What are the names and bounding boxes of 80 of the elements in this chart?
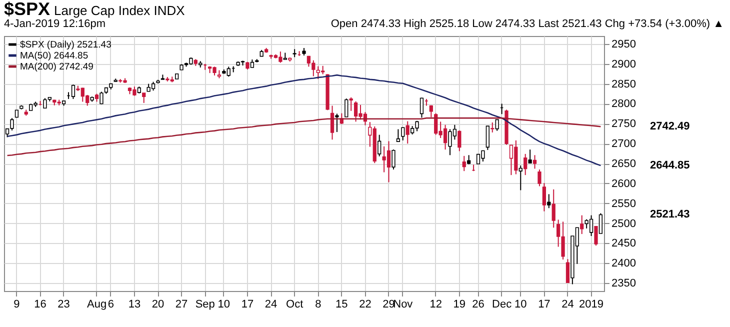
x-tick-label: 19: [453, 298, 466, 310]
candlestick: [594, 226, 598, 246]
candlestick: [344, 98, 348, 118]
text: 2742.49: [650, 120, 690, 133]
y-tick-label: 2700: [612, 138, 636, 150]
x-tick-label: 24: [562, 298, 574, 310]
candlestick: [518, 164, 522, 191]
legend-label: $SPX (Daily) 2521.43: [20, 40, 112, 50]
chart-subtitle: Large Cap Index INDX: [54, 3, 185, 18]
x-tick-label: 24: [264, 298, 278, 310]
x-tick-label: 15: [336, 298, 348, 310]
x-tick-label: 29: [382, 298, 395, 310]
candlestick: [335, 113, 339, 133]
x-tick-label: 12: [430, 298, 442, 310]
x-tick-label: 23: [58, 298, 70, 310]
candlestick: [532, 154, 537, 170]
x-tick-label: 9: [14, 298, 20, 310]
text: 2644.85: [650, 160, 690, 172]
candlestick: [462, 155, 466, 172]
x-tick-label: 26: [472, 298, 484, 310]
x-tick-label: 17: [241, 298, 254, 310]
candlestick: [547, 194, 551, 209]
x-tick-label: Sep: [195, 298, 215, 310]
candlestick: [401, 126, 405, 141]
y-tick-label: 2400: [612, 258, 636, 270]
x-tick-label: 22: [359, 298, 372, 310]
candlestick: [330, 105, 334, 140]
x-tick-label: 2019: [579, 298, 604, 310]
line-series: [6, 74, 602, 166]
y-tick-label: 2600: [612, 178, 636, 190]
candlestick: [406, 120, 410, 144]
y-tick-label: 2550: [612, 198, 636, 210]
x-tick-label: Dec: [492, 298, 512, 310]
candlestick: [509, 144, 514, 176]
candlestick: [542, 182, 546, 212]
candlestick: [524, 153, 528, 176]
y-tick-label: 2450: [612, 238, 636, 250]
candlestick: [396, 128, 400, 142]
text: 4-Jan-2019 12:16pm: [4, 18, 106, 31]
y-tick-label: 2950: [612, 38, 636, 50]
candlestick: [589, 214, 594, 237]
text: Open 2474.33 High 2525.18 Low 2474.33 Last 2521.43 Chg +73.54 (+3.00%) ▲: [330, 18, 724, 31]
x-tick-label: 10: [514, 298, 527, 310]
x-tick-label: 27: [175, 298, 188, 310]
candlestick: [420, 97, 424, 118]
y-tick-label: 2850: [612, 78, 636, 90]
y-tick-label: 2800: [612, 98, 636, 110]
x-tick-label: 6: [108, 298, 114, 310]
candlestick: [458, 130, 462, 152]
candlestick: [443, 124, 448, 150]
y-tick-label: 2650: [612, 158, 636, 170]
x-tick-label: Oct: [286, 298, 304, 310]
chart-title: $SPX: [4, 0, 50, 19]
x-tick-label: 17: [538, 298, 550, 310]
legend-label: MA(50) 2644.85: [20, 50, 88, 62]
candlestick: [467, 154, 471, 165]
candlestick: [538, 168, 542, 187]
x-tick-label: Nov: [393, 298, 414, 310]
candlestick: [528, 149, 532, 164]
candlestick: [598, 212, 603, 234]
y-tick-label: 2900: [612, 58, 636, 70]
y-tick-label: 2500: [612, 218, 636, 230]
candlestick: [349, 96, 353, 112]
x-tick-label: 8: [315, 298, 322, 310]
y-tick-label: 2750: [612, 118, 636, 130]
x-tick-label: 13: [128, 298, 141, 310]
candlestick: [142, 92, 146, 104]
candlestick: [552, 188, 556, 228]
x-tick-label: 10: [218, 298, 230, 310]
x-tick-label: 16: [34, 298, 46, 310]
y-tick-label: 2350: [612, 278, 636, 290]
text: 2521.43: [650, 208, 690, 221]
candlestick: [392, 149, 396, 170]
candlestick: [566, 258, 570, 284]
x-tick-label: 20: [152, 298, 164, 310]
candlestick: [100, 91, 104, 105]
legend-label: MA(200) 2742.49: [20, 62, 94, 72]
x-tick-label: Aug: [86, 298, 107, 310]
candlestick: [580, 214, 584, 235]
candlestick: [378, 134, 382, 157]
